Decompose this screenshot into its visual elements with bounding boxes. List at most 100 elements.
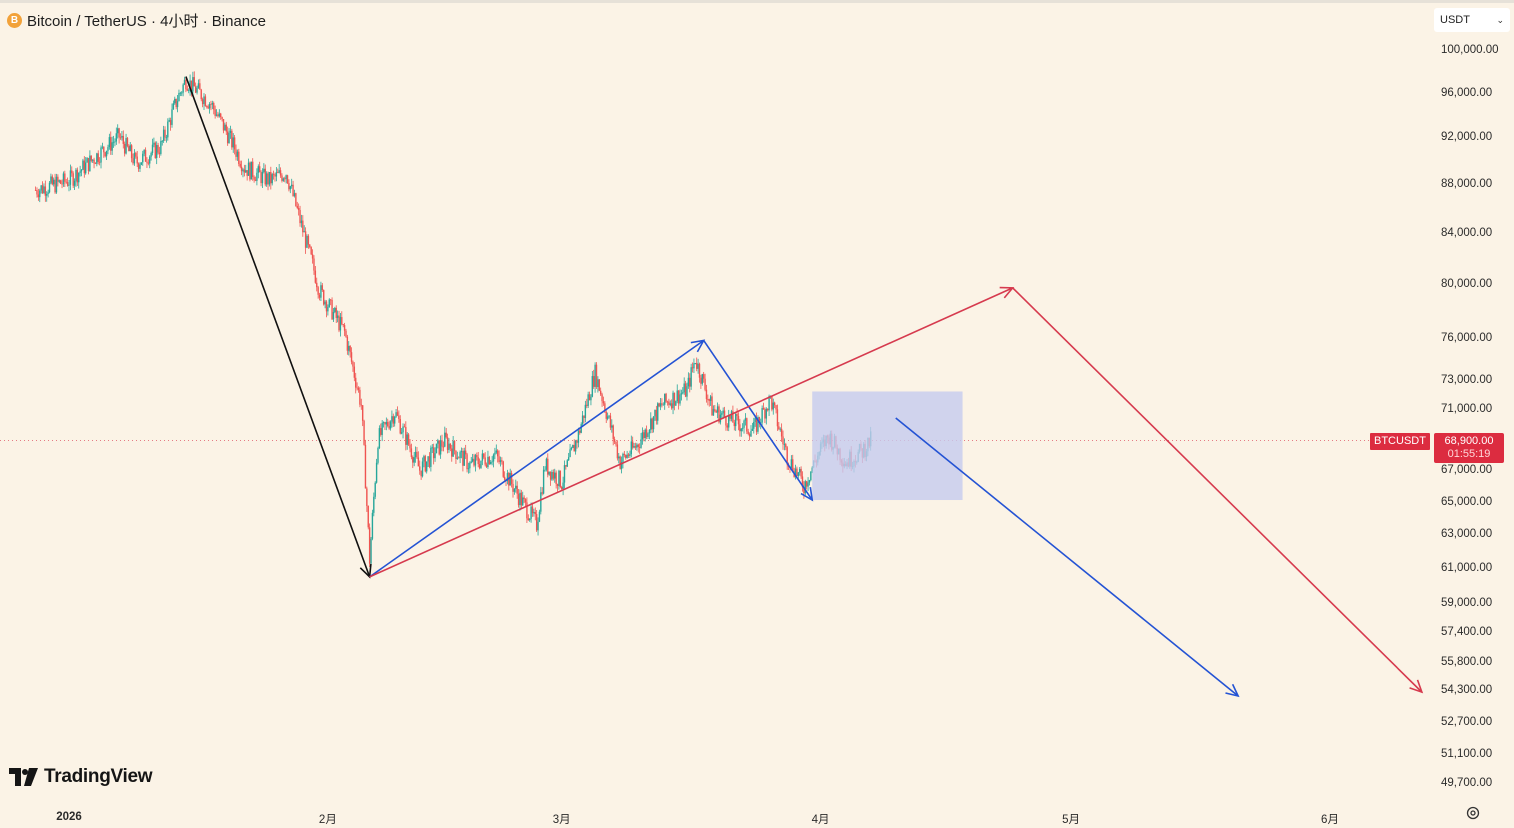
candle-body	[125, 138, 127, 154]
candle-body	[111, 142, 113, 151]
candle-body	[437, 440, 439, 444]
candle-body	[740, 428, 742, 432]
price-axis[interactable]: 100,000.00 96,000.00 92,000.00 88,000.00 84,…	[1432, 0, 1514, 800]
candle-body	[114, 141, 116, 143]
candle-body	[664, 393, 666, 405]
candle-body	[277, 172, 279, 174]
candle-body	[551, 471, 553, 480]
candle-body	[268, 171, 271, 185]
candle-body	[570, 447, 573, 450]
candle-body	[360, 404, 362, 406]
candle-body	[783, 444, 786, 445]
candle-body	[388, 426, 390, 429]
candle-body	[483, 453, 485, 458]
candle-body	[371, 512, 374, 539]
candle-body	[169, 120, 172, 125]
candle-body	[162, 129, 165, 141]
candle-body	[165, 137, 168, 139]
candle-body	[307, 235, 310, 245]
blue-trend-arrow[interactable]	[703, 340, 813, 501]
gear-icon[interactable]	[1465, 805, 1481, 821]
candle-body	[441, 440, 443, 447]
blue-trend-arrow[interactable]	[369, 339, 705, 578]
candle-body	[182, 84, 184, 93]
candle-body	[381, 423, 383, 435]
candle-body	[694, 362, 697, 364]
candle-body	[762, 408, 765, 410]
candle-body	[691, 367, 694, 369]
red-trend-arrow[interactable]	[1012, 287, 1423, 693]
candle-body	[242, 169, 244, 172]
candle-body	[556, 484, 559, 487]
candle-body	[595, 364, 598, 387]
candle-body	[158, 152, 161, 154]
candle-body	[243, 169, 246, 173]
candle-body	[385, 422, 388, 425]
price-tick-label: 84,000.00	[1441, 226, 1493, 239]
candle-body	[231, 130, 233, 148]
candle-body	[85, 162, 87, 174]
candle-body	[239, 163, 241, 167]
top-border	[0, 0, 1514, 3]
candle-body	[733, 422, 735, 427]
candle-body	[338, 315, 340, 331]
candle-body	[426, 461, 428, 472]
candle-body	[612, 425, 614, 440]
candle-body	[677, 390, 680, 404]
candle-body	[153, 142, 155, 145]
candle-body	[51, 176, 53, 185]
candle-body	[684, 383, 687, 397]
candle-body	[638, 446, 641, 448]
candle-body	[73, 180, 76, 186]
chart-header: B Bitcoin / TetherUS · 4小时 · Binance	[7, 10, 266, 30]
red-trend-arrow[interactable]	[369, 287, 1013, 578]
candle-body	[503, 476, 506, 480]
candle-body	[584, 404, 587, 419]
black-trend-arrow[interactable]	[185, 76, 371, 578]
candle-body	[455, 450, 457, 459]
candle-body	[460, 451, 463, 453]
candle-body	[300, 220, 303, 224]
tradingview-logo[interactable]: TradingView	[9, 766, 153, 788]
candle-body	[474, 455, 477, 466]
candle-body	[746, 418, 748, 432]
candle-body	[803, 487, 805, 494]
symbol-title[interactable]: Bitcoin / TetherUS · 4小时 · Binance	[27, 12, 266, 30]
candle-body	[289, 186, 292, 190]
candle-body	[335, 307, 337, 318]
time-axis[interactable]: 2026 2月 3月 4月 5月 6月	[0, 800, 1514, 828]
candle-body	[620, 462, 623, 469]
candle-body	[345, 330, 347, 337]
candle-body	[417, 457, 420, 467]
candle-body	[796, 468, 798, 476]
candle-body	[161, 140, 163, 142]
candle-body	[207, 106, 209, 109]
candle-body	[423, 456, 425, 462]
candle-body	[565, 465, 567, 467]
candle-body	[343, 325, 346, 331]
price-tick-label: 96,000.00	[1441, 86, 1493, 99]
candle-body	[495, 450, 497, 453]
target-zone-box[interactable]	[812, 391, 963, 501]
candle-body	[634, 446, 637, 448]
candle-body	[579, 430, 581, 433]
candle-body	[314, 270, 317, 283]
candle-body	[389, 421, 392, 429]
currency-select[interactable]: USDT ⌄	[1434, 8, 1510, 32]
price-tick-label: 80,000.00	[1441, 277, 1493, 290]
candle-body	[590, 396, 592, 401]
candle-body	[689, 377, 691, 387]
candle-body	[203, 96, 205, 105]
candle-body	[112, 141, 115, 143]
candle-body	[413, 457, 415, 463]
candle-body	[530, 506, 532, 519]
candle-body	[471, 458, 474, 462]
candle-body	[47, 192, 49, 194]
candle-body	[636, 444, 638, 448]
candle-body	[398, 415, 400, 420]
blue-trend-arrow[interactable]	[895, 417, 1239, 697]
candle-body	[75, 169, 77, 181]
candle-body	[655, 409, 658, 421]
candle-body	[679, 394, 681, 404]
